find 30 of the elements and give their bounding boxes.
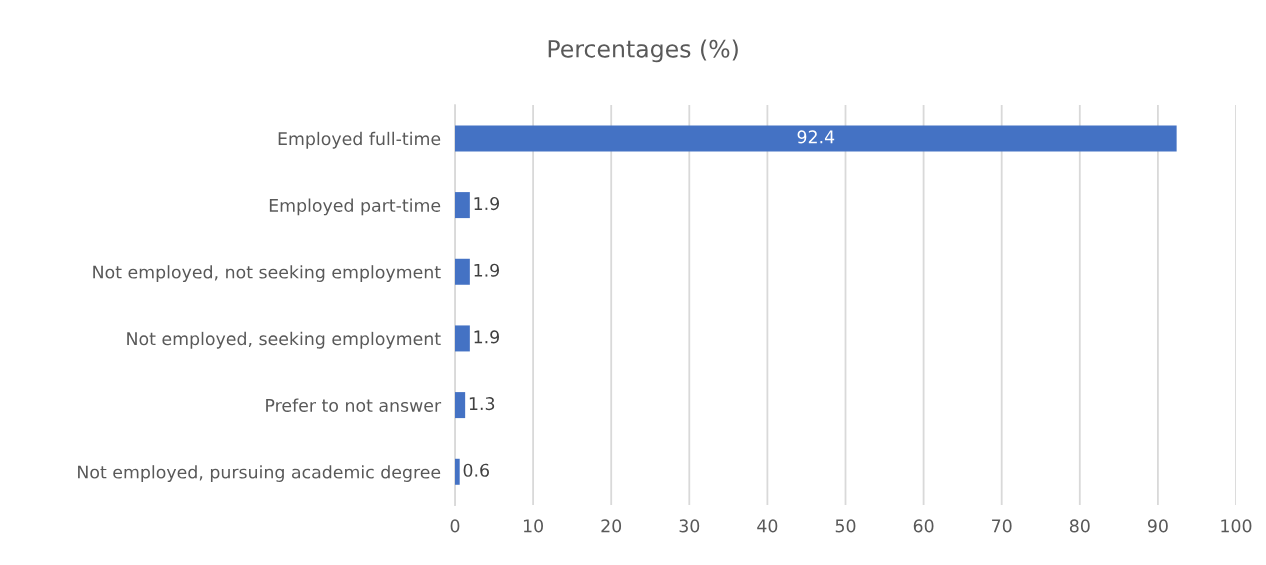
- x-tick-label: 0: [450, 519, 460, 533]
- bar: [455, 458, 460, 485]
- data-label: 0.6: [463, 463, 489, 477]
- x-tick-label: 10: [523, 519, 543, 533]
- bar: [455, 258, 470, 285]
- bar: [455, 392, 466, 419]
- y-tick-label: Employed part-time: [269, 198, 441, 216]
- x-tick-label: 40: [757, 519, 778, 533]
- x-tick-label: 70: [992, 519, 1012, 533]
- data-label: 1.9: [474, 197, 500, 211]
- x-tick-label: 100: [1221, 519, 1252, 533]
- y-tick-label: Prefer to not answer: [266, 398, 442, 412]
- x-tick-label: 50: [835, 519, 856, 533]
- data-label: 92.4: [797, 130, 835, 144]
- y-tick-label: Not employed, pursuing academic degree: [78, 465, 441, 482]
- chart-title: Percentages (%): [548, 39, 738, 63]
- x-tick-label: 90: [1147, 519, 1168, 533]
- data-label: 1.9: [474, 330, 500, 344]
- x-tick-label: 20: [601, 519, 622, 533]
- x-tick-label: 80: [1069, 519, 1090, 533]
- y-tick-label: Not employed, not seeking employment: [93, 265, 441, 282]
- x-tick-label: 30: [679, 519, 700, 533]
- x-tick-label: 60: [913, 519, 934, 533]
- y-tick-label: Employed full-time: [278, 131, 441, 149]
- bar: [455, 325, 470, 352]
- data-label: 1.3: [469, 397, 495, 411]
- bar: [455, 192, 470, 219]
- y-tick-label: Not employed, seeking employment: [127, 331, 441, 349]
- data-label: 1.9: [474, 263, 500, 277]
- bar: [455, 125, 1177, 152]
